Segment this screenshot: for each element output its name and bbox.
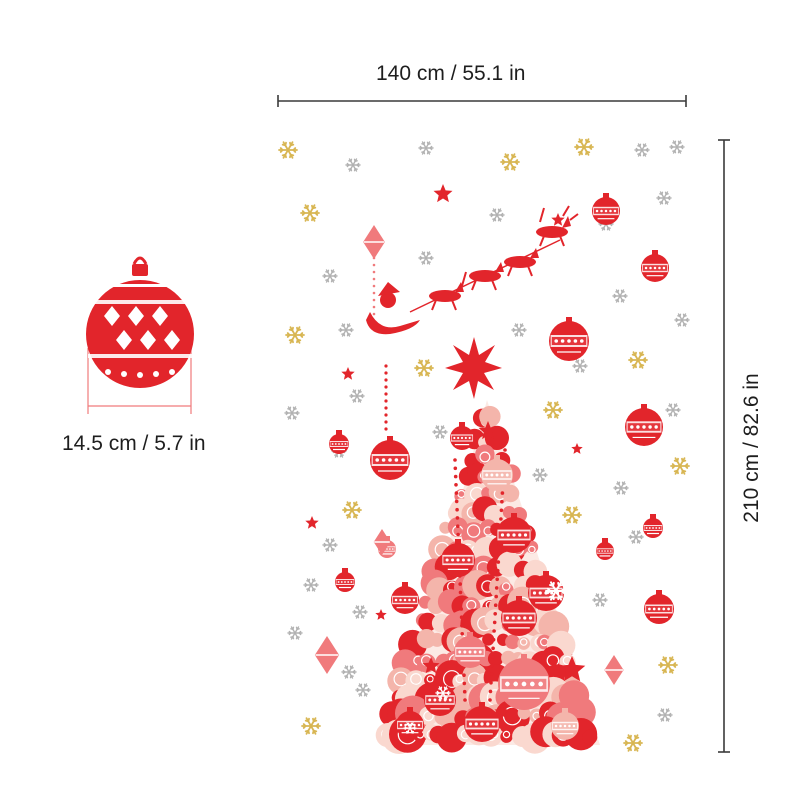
snowflake-icon	[574, 138, 594, 156]
bauble-ornament	[625, 404, 663, 446]
snowflake-icon	[355, 683, 371, 697]
bauble-ornament	[496, 513, 532, 553]
snowflake-icon	[432, 425, 448, 439]
star-icon	[478, 421, 498, 440]
snowflake-icon	[543, 401, 563, 419]
ornament-tree	[375, 400, 600, 754]
snowflake-icon	[322, 269, 338, 283]
star-icon	[305, 516, 319, 529]
snowflake-icon	[284, 406, 300, 420]
snowflake-icon	[287, 626, 303, 640]
bauble-ornament	[391, 582, 419, 614]
snowflake-icon	[665, 403, 681, 417]
star-icon	[494, 704, 510, 719]
bauble-ornament	[454, 632, 486, 668]
bauble-ornament	[450, 422, 474, 450]
height-dimension-line	[718, 139, 730, 753]
snowflake-icon	[418, 251, 434, 265]
snowflake-icon	[301, 717, 321, 735]
snowflake-icon	[341, 665, 357, 679]
width-dimension-line	[277, 95, 687, 107]
star-icon	[551, 213, 565, 226]
snowflake-icon	[414, 359, 434, 377]
snowflake-icon	[532, 468, 548, 482]
snowflake-icon	[338, 323, 354, 337]
bauble-ornament	[549, 317, 589, 361]
snowflake-icon	[657, 708, 673, 722]
snowflake-icon	[285, 326, 305, 344]
tree-top-star	[445, 337, 502, 399]
bauble-ornament	[396, 707, 424, 739]
bauble-ornament	[596, 538, 614, 560]
snowflake-icon	[658, 656, 678, 674]
snowflake-icon	[628, 530, 644, 544]
diamond-ornament	[604, 655, 624, 685]
bauble-ornament	[551, 708, 579, 740]
snowflake-icon	[511, 323, 527, 337]
snowflake-icon	[345, 158, 361, 172]
star-icon	[422, 657, 440, 674]
snowflake-icon	[342, 501, 362, 519]
snowflake-icon	[670, 457, 690, 475]
snowflake-icon	[612, 289, 628, 303]
bauble-ornament	[641, 250, 669, 282]
snowflake-icon	[634, 143, 650, 157]
snowflake-icon	[500, 153, 520, 171]
snowflake-icon	[674, 313, 690, 327]
snowflake-icon	[278, 141, 298, 159]
snowflake-icon	[628, 351, 648, 369]
snowflake-icon	[322, 538, 338, 552]
star-icon	[571, 443, 583, 454]
bauble-ornament	[592, 193, 620, 225]
snowflake-icon	[562, 506, 582, 524]
ornament-dimension-label: 14.5 cm / 5.7 in	[62, 432, 206, 455]
snowflake-icon	[545, 581, 567, 601]
snowflake-icon	[656, 191, 672, 205]
bauble-ornament	[464, 702, 500, 742]
snowflake-icon	[613, 481, 629, 495]
star-icon	[433, 184, 453, 203]
bauble-ornament	[644, 590, 674, 624]
bauble-ornament	[329, 430, 349, 454]
bauble-ornament	[481, 455, 513, 491]
diamond-ornament	[314, 636, 340, 674]
bauble-ornament	[370, 436, 410, 480]
snowflake-icon	[435, 686, 451, 700]
bauble-ornament	[335, 568, 355, 592]
sample-ornament	[86, 256, 194, 388]
diamond-ornament	[363, 225, 385, 259]
snowflake-icon	[489, 208, 505, 222]
snowflake-icon	[403, 722, 417, 734]
ornament-dimension-line	[87, 348, 192, 414]
snowflake-icon	[300, 204, 320, 222]
santa-sleigh-icon	[366, 205, 579, 335]
width-dimension-label: 140 cm / 55.1 in	[376, 62, 526, 85]
diamond-ornament	[373, 529, 391, 555]
snowflake-icon	[352, 605, 368, 619]
bauble-ornament	[498, 654, 550, 710]
snowflake-icon	[303, 578, 319, 592]
snowflake-icon	[572, 359, 588, 373]
bauble-ornament	[501, 596, 537, 636]
snowflake-icon	[623, 734, 643, 752]
star-icon	[375, 609, 387, 620]
bauble-ornament	[643, 514, 663, 538]
star-icon	[341, 367, 355, 380]
bauble-ornament	[528, 571, 564, 611]
snowflake-icon	[418, 141, 434, 155]
snowflake-icon	[669, 140, 685, 154]
star-icon	[558, 656, 586, 682]
snowflake-icon	[349, 389, 365, 403]
snowflake-icon	[592, 593, 608, 607]
bauble-ornament	[441, 539, 475, 577]
